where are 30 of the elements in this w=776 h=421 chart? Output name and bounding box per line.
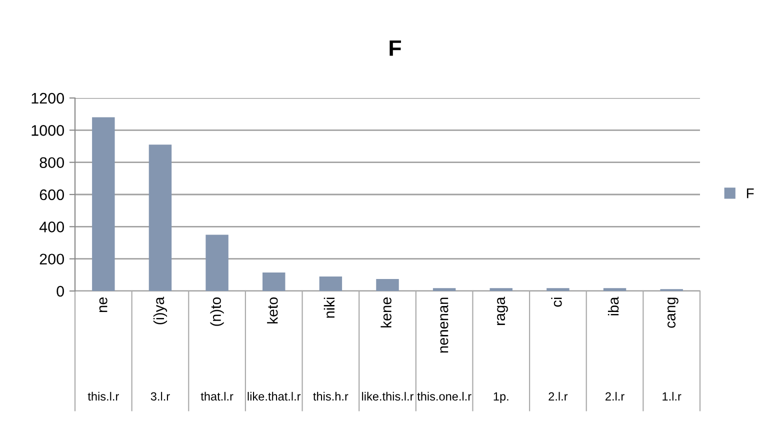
category-label: (n)to that.l.r <box>200 297 234 401</box>
category-label: kene like.this.l.r <box>362 297 414 401</box>
y-tick-label: 400 <box>39 222 64 232</box>
bar <box>319 276 342 291</box>
y-tick-label: 200 <box>40 254 64 265</box>
chart-title: F <box>390 40 401 56</box>
bar <box>262 272 286 291</box>
category-label: nenenan this.one.l.r <box>417 298 472 401</box>
category-label: cang 1.l.r <box>662 298 682 400</box>
category-label: keto like.that.l.r <box>248 297 301 401</box>
category-label: raga 1p. <box>494 296 508 403</box>
category-label: (i)ya 3.l.r <box>150 296 170 401</box>
category-label: niki this.h.r <box>313 298 348 401</box>
bar <box>546 288 570 291</box>
bar <box>148 144 172 291</box>
bar <box>92 117 115 291</box>
category-label: ci 2.l.r <box>548 298 568 400</box>
bar <box>490 288 512 291</box>
y-tick-label: 800 <box>40 157 64 168</box>
bar <box>432 288 456 291</box>
y-tick-label: 600 <box>40 189 64 200</box>
y-tick-label: 0 <box>56 286 64 297</box>
category-label: ne this.l.r <box>88 297 119 401</box>
y-tick-label: 1200 <box>32 92 64 104</box>
bar <box>603 288 626 291</box>
bar <box>206 234 228 291</box>
bar <box>376 278 399 291</box>
category-label: iba 2.l.r <box>606 296 624 400</box>
legend-label: F <box>746 188 754 198</box>
y-tick-label: 1000 <box>32 125 64 136</box>
